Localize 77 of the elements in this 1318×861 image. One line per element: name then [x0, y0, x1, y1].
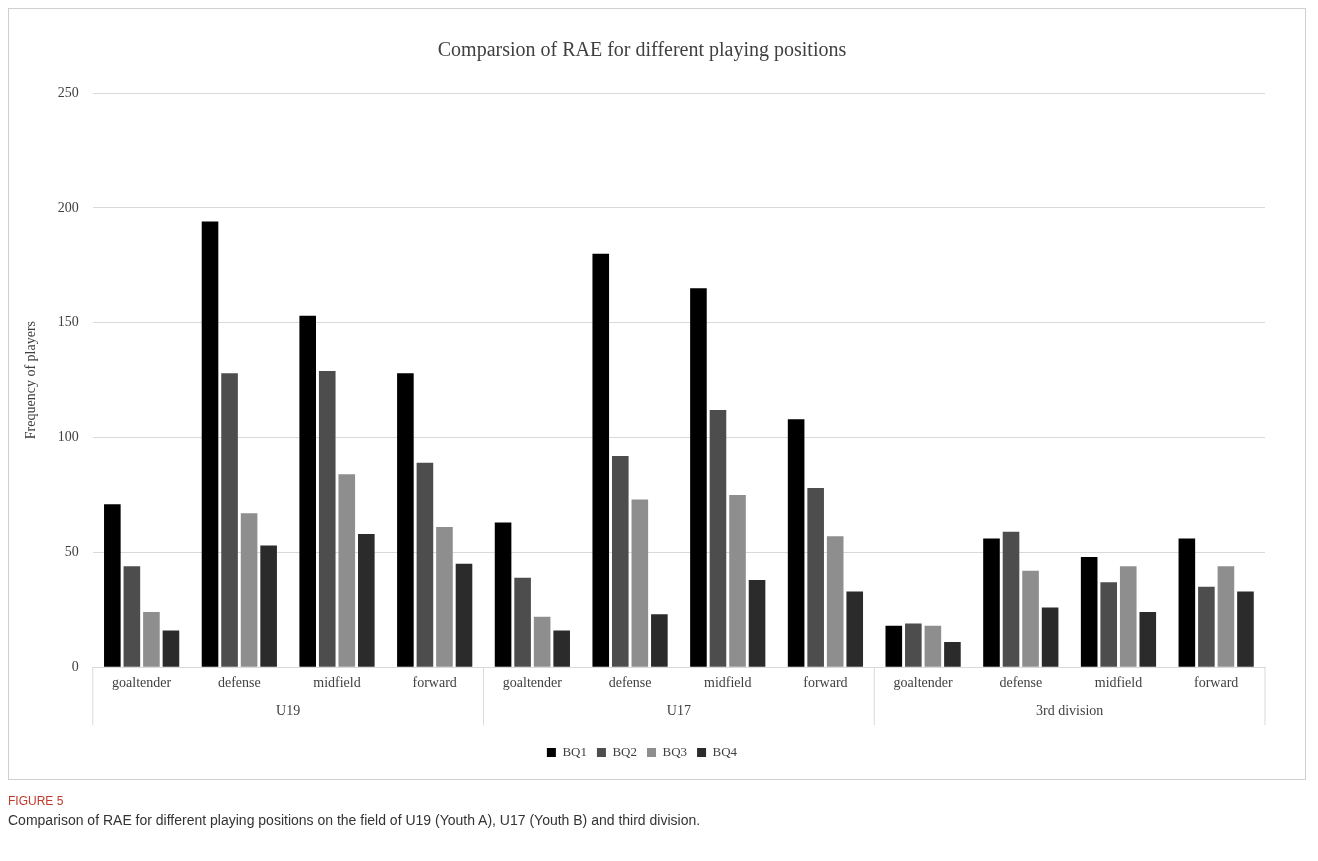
legend-label: BQ3	[662, 743, 688, 759]
text: 3rd division	[1035, 702, 1104, 718]
x-tick-label: defense	[608, 675, 652, 691]
text: U17	[666, 702, 691, 718]
bar	[807, 488, 824, 667]
bar	[651, 614, 668, 667]
bar	[416, 462, 434, 667]
bar	[514, 577, 531, 667]
bar	[318, 370, 336, 667]
x-tick-label: midfield	[1094, 675, 1143, 691]
bar	[826, 536, 844, 667]
bar	[533, 616, 551, 667]
x-tick-label: midfield	[704, 675, 752, 691]
x-tick-label: midfield	[313, 675, 361, 691]
bar	[611, 455, 629, 667]
legend-label: BQ1	[562, 743, 587, 759]
bar	[397, 373, 414, 667]
bar	[944, 641, 961, 667]
bar	[924, 625, 942, 667]
bar	[690, 288, 707, 667]
text: U19	[276, 702, 301, 718]
bar	[123, 566, 141, 667]
bar	[748, 579, 766, 667]
bar	[631, 499, 649, 667]
legend-label: BQ2	[612, 743, 637, 759]
x-tick-label: goaltender	[502, 675, 563, 691]
bar	[787, 419, 805, 667]
bar	[1041, 607, 1059, 667]
y-tick-label: 150	[57, 314, 79, 330]
bar	[455, 563, 473, 667]
x-tick-label: forward	[1194, 675, 1239, 691]
bar	[338, 474, 356, 667]
bar	[221, 373, 238, 667]
bar	[1002, 531, 1020, 667]
bar	[983, 538, 1000, 667]
x-tick-label: forward	[412, 675, 457, 691]
bar	[1198, 586, 1215, 667]
bar	[201, 221, 219, 667]
bar	[1119, 566, 1137, 667]
bar	[1237, 591, 1254, 667]
x-tick-label: goaltender	[112, 675, 172, 691]
bar	[358, 533, 375, 667]
bar	[1178, 538, 1196, 667]
y-tick-label: 0	[71, 658, 79, 674]
bar	[104, 504, 121, 667]
bar	[729, 494, 746, 667]
x-tick-label: defense	[217, 675, 261, 691]
x-tick-label: defense	[999, 675, 1043, 691]
bar	[709, 409, 727, 667]
chart-title: Comparsion of RAE for different playing positions	[437, 38, 847, 62]
bar	[1080, 556, 1098, 667]
y-tick-label: 200	[57, 199, 79, 215]
bar	[905, 623, 922, 667]
bar	[436, 527, 453, 667]
caption: FIGURE 5	[8, 794, 65, 808]
bar	[162, 630, 180, 667]
x-tick-label: forward	[803, 675, 848, 691]
bar	[143, 612, 160, 667]
bar	[846, 591, 864, 667]
bar	[885, 625, 903, 667]
y-tick-label: 50	[64, 544, 79, 560]
bar	[553, 630, 570, 667]
bar	[1139, 612, 1157, 667]
bar	[1217, 566, 1235, 667]
y-axis-title: Frequency of players	[23, 321, 39, 440]
bar	[592, 253, 610, 667]
bar	[260, 545, 277, 667]
bar	[1022, 570, 1039, 667]
y-tick-label: 100	[57, 429, 79, 445]
bar	[240, 513, 258, 667]
bar	[299, 315, 317, 667]
bar	[1100, 582, 1118, 667]
y-tick-label: 250	[57, 84, 79, 100]
text: Comparison of RAE for different playing positions on the field of U19 (Youth A), U17 (Youth B) and third division.	[8, 812, 702, 828]
x-tick-label: goaltender	[893, 675, 953, 691]
bar	[494, 522, 512, 667]
legend-label: BQ4	[712, 743, 738, 759]
